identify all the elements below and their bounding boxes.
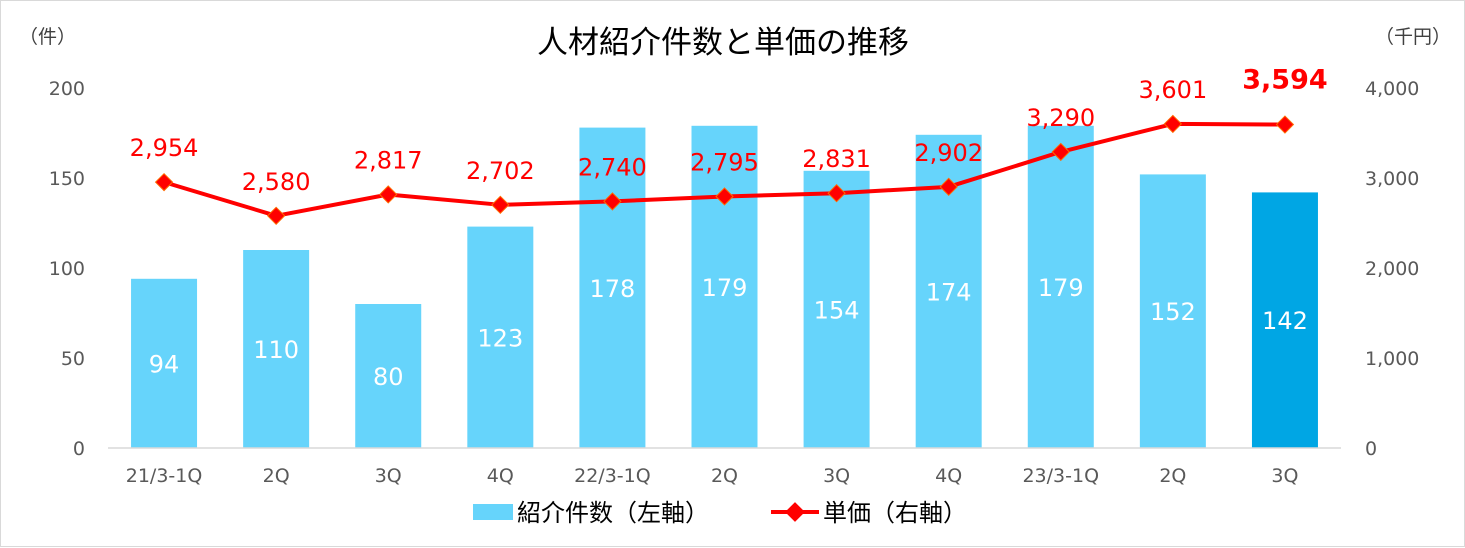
left-tick-label: 200 xyxy=(49,78,85,100)
bar-value-label: 174 xyxy=(926,278,972,306)
left-tick-label: 100 xyxy=(49,258,85,280)
left-tick-label: 0 xyxy=(73,438,85,460)
x-category-label: 2Q xyxy=(263,465,290,487)
line-point-marker xyxy=(827,184,846,203)
bar-series xyxy=(131,125,1318,449)
line-series xyxy=(154,114,1295,225)
bar-value-label: 80 xyxy=(373,363,404,391)
line-value-label: 3,290 xyxy=(1026,104,1095,132)
right-axis-ticks: 0 1,000 2,000 3,000 4,000 xyxy=(1365,78,1419,460)
line-point-marker xyxy=(1275,115,1295,134)
line-point-marker xyxy=(715,187,734,206)
x-category-label: 4Q xyxy=(935,465,962,487)
line-value-label: 2,954 xyxy=(130,134,199,162)
bar xyxy=(131,278,198,448)
x-category-label: 3Q xyxy=(823,465,850,487)
line-point-marker xyxy=(266,206,286,225)
line-data-labels: 2,954 2,580 2,817 2,702 2,740 2,795 2,831 2,902… xyxy=(130,65,1328,196)
right-tick-label: 4,000 xyxy=(1365,78,1419,100)
bar xyxy=(803,170,870,449)
chart-title: 人材紹介件数と単価の推移 xyxy=(537,25,909,61)
line-value-label: 2,831 xyxy=(802,145,871,173)
line-value-label: 2,580 xyxy=(242,168,311,196)
bar-value-label: 154 xyxy=(814,296,860,324)
left-tick-label: 50 xyxy=(61,348,85,370)
legend: 紹介件数（左軸） 単価（右軸） xyxy=(473,499,967,527)
bar-value-label: 110 xyxy=(253,336,299,364)
legend-line-marker xyxy=(785,502,805,522)
line-point-marker xyxy=(154,172,174,192)
x-category-label: 21/3-1Q xyxy=(126,465,203,487)
legend-bar-swatch xyxy=(473,504,513,520)
line-value-label: 3,601 xyxy=(1139,76,1208,104)
bar xyxy=(579,127,646,448)
bar xyxy=(355,304,422,448)
legend-bar-label: 紹介件数（左軸） xyxy=(517,499,709,527)
legend-line-label: 単価（右軸） xyxy=(823,499,967,527)
x-category-label: 22/3-1Q xyxy=(574,465,651,487)
right-tick-label: 1,000 xyxy=(1365,348,1419,370)
bar xyxy=(243,250,310,448)
line-value-label: 2,740 xyxy=(578,153,647,181)
bar xyxy=(1027,125,1094,449)
bar-value-label: 179 xyxy=(1038,274,1084,302)
x-category-label: 3Q xyxy=(375,465,402,487)
left-axis-ticks: 0 50 100 150 200 xyxy=(49,78,85,460)
bar xyxy=(691,125,758,449)
right-tick-label: 2,000 xyxy=(1365,258,1419,280)
line-point-marker xyxy=(379,185,398,204)
line-value-label: 2,702 xyxy=(466,157,535,185)
x-category-label: 4Q xyxy=(487,465,514,487)
bar-data-labels: 94 110 80 123 178 179 154 174 179 152 142 xyxy=(149,274,1308,391)
line-point-marker xyxy=(491,195,510,215)
line-value-label: 2,817 xyxy=(354,146,423,174)
bar xyxy=(467,226,534,448)
right-tick-label: 3,000 xyxy=(1365,168,1419,190)
left-tick-label: 150 xyxy=(49,168,85,190)
bar-value-label: 123 xyxy=(477,324,523,352)
x-category-label: 3Q xyxy=(1271,465,1298,487)
bar-value-label: 179 xyxy=(702,274,748,302)
line-value-label: 2,902 xyxy=(914,139,983,167)
line-point-marker xyxy=(1051,142,1070,162)
bar-value-label: 94 xyxy=(149,350,180,378)
line-value-label: 2,795 xyxy=(690,148,759,176)
x-category-label: 2Q xyxy=(1159,465,1186,487)
bar xyxy=(1139,174,1206,448)
bar-value-label: 142 xyxy=(1262,307,1308,335)
x-category-label: 23/3-1Q xyxy=(1022,465,1099,487)
right-axis-unit: （千円） xyxy=(1375,26,1451,48)
left-axis-unit: （件） xyxy=(19,26,76,48)
bar xyxy=(1251,192,1318,448)
line-point-marker xyxy=(603,192,622,211)
bar-value-label: 178 xyxy=(590,275,636,303)
x-category-label: 2Q xyxy=(711,465,738,487)
line-point-marker xyxy=(1163,114,1183,134)
bar-value-label: 152 xyxy=(1150,298,1196,326)
line-value-label: 3,594 xyxy=(1242,65,1327,96)
line-point-marker xyxy=(939,177,958,197)
right-tick-label: 0 xyxy=(1365,438,1377,460)
x-axis-categories: 21/3-1Q 2Q 3Q 4Q 22/3-1Q 2Q 3Q 4Q 23/3-1Q 2Q 3Q xyxy=(126,465,1299,487)
